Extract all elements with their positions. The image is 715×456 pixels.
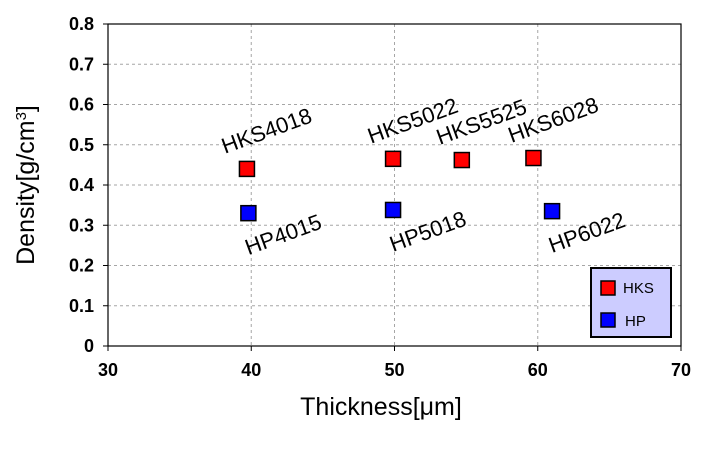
y-axis-title: Density[g/cm3]: [12, 105, 40, 265]
legend-label-hks: HKS: [623, 280, 654, 297]
y-tick-label: 0.7: [69, 54, 94, 74]
legend-label-hp: HP: [625, 313, 646, 330]
legend: HKS HP: [590, 267, 672, 338]
point-label-hks4018: HKS4018: [218, 103, 315, 159]
x-axis-title: Thickness[μm]: [300, 393, 462, 421]
data-point-hp4015: [240, 204, 257, 222]
y-tick-label: 0.8: [69, 14, 94, 34]
data-point-hks6028: [525, 149, 542, 167]
legend-marker-hks: [600, 280, 616, 296]
x-tick-label: 50: [384, 360, 404, 380]
legend-marker-hp: [600, 312, 616, 328]
x-tick-label: 60: [528, 360, 548, 380]
x-tick-label: 70: [671, 360, 691, 380]
data-point-hp6022: [543, 202, 561, 220]
data-point-hks4018: [238, 160, 256, 178]
data-point-hks5022: [384, 150, 402, 168]
y-tick-label: 0: [84, 336, 94, 356]
y-tick-label: 0.4: [69, 175, 94, 195]
x-tick-label: 30: [98, 360, 118, 380]
data-point-hks5525: [453, 151, 471, 169]
axis-ticks: 30 40 50 60 70 0 0.1 0.2 0.3 0.4 0.5 0.6 0.7 0.8: [69, 14, 691, 380]
x-tick-label: 40: [241, 360, 261, 380]
data-point-hp5018: [384, 201, 402, 219]
data-points: [238, 149, 561, 222]
y-tick-label: 0.5: [69, 135, 94, 155]
y-tick-label: 0.3: [69, 215, 94, 235]
y-tick-label: 0.6: [69, 95, 94, 115]
y-tick-label: 0.1: [69, 296, 94, 316]
y-tick-label: 0.2: [69, 256, 94, 276]
